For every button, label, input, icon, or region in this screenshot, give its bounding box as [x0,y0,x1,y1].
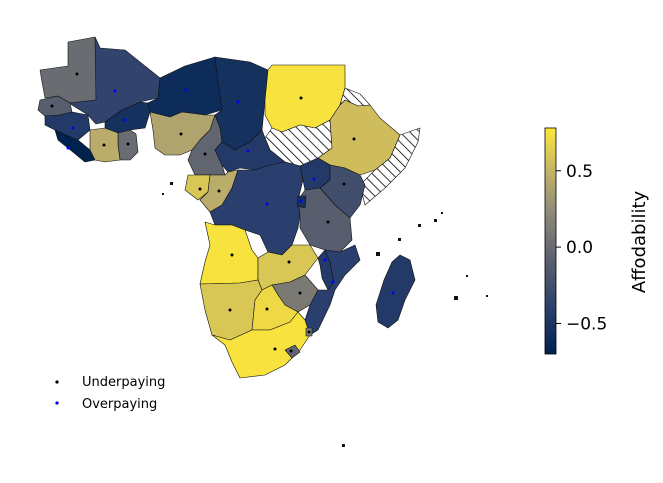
marker-eswatini [307,330,311,334]
marker-lesotho [289,349,293,353]
island-dots [162,182,488,447]
marker-angola [230,253,234,257]
marker-malawi [323,258,327,262]
region-kenya [319,164,366,219]
marker-botswana [265,307,269,311]
colorbar: 0.5 0.0 −0.5 Affodability [544,127,650,355]
marker-burkina-faso [123,118,127,122]
colorbar-tick-label: −0.5 [566,314,607,334]
colorbar-tick-label: 0.0 [566,238,593,258]
marker-sierra-leone [66,146,70,150]
region-lesotho [284,344,301,359]
marker-kenya [342,182,346,186]
marker-dr-congo [265,202,269,206]
marker-zimbabwe [298,291,302,295]
marker-cote-d-ivoire [102,143,106,147]
colorbar-gradient [544,127,557,355]
colorbar-tick-label: 0.5 [566,162,593,182]
legend-overpaying-marker [55,401,59,405]
legend-underpaying-label: Underpaying [82,375,165,390]
region-niger [147,56,223,118]
region-mauritania [39,36,101,104]
legend-underpaying-marker [55,380,59,384]
marker-nigeria [179,132,183,136]
marker-mozambique [331,280,335,284]
marker-ethiopia [352,137,356,141]
region-mozambique [304,244,361,336]
country-layer [37,36,421,379]
marker-zambia [287,260,291,264]
region-madagascar [375,254,416,329]
marker-ghana [126,142,130,146]
marker-layer [50,72,395,353]
marker-chad [236,100,240,104]
marker-niger [184,88,188,92]
marker-namibia [228,308,232,312]
marker-uganda [312,177,316,181]
marker-mali [113,89,117,93]
marker-madagascar [391,291,395,295]
region-ethiopia [317,99,401,176]
marker-south-africa [273,347,277,351]
marker-congo [217,189,221,193]
marker-sudan [299,96,303,100]
marker-tanzania [326,220,330,224]
legend-overpaying-label: Overpaying [82,397,157,412]
legend: Underpaying Overpaying [55,375,165,412]
region-guinea [44,111,91,141]
marker-mauritania [75,72,79,76]
marker-gabon [198,187,202,191]
marker-guinea [71,126,75,130]
marker-rwanda [299,199,303,203]
region-gabon [184,174,211,201]
marker-central-african-republic [246,149,250,153]
marker-cameroon [203,152,207,156]
marker-senegal [50,104,54,108]
colorbar-label: Affodability [629,190,650,293]
